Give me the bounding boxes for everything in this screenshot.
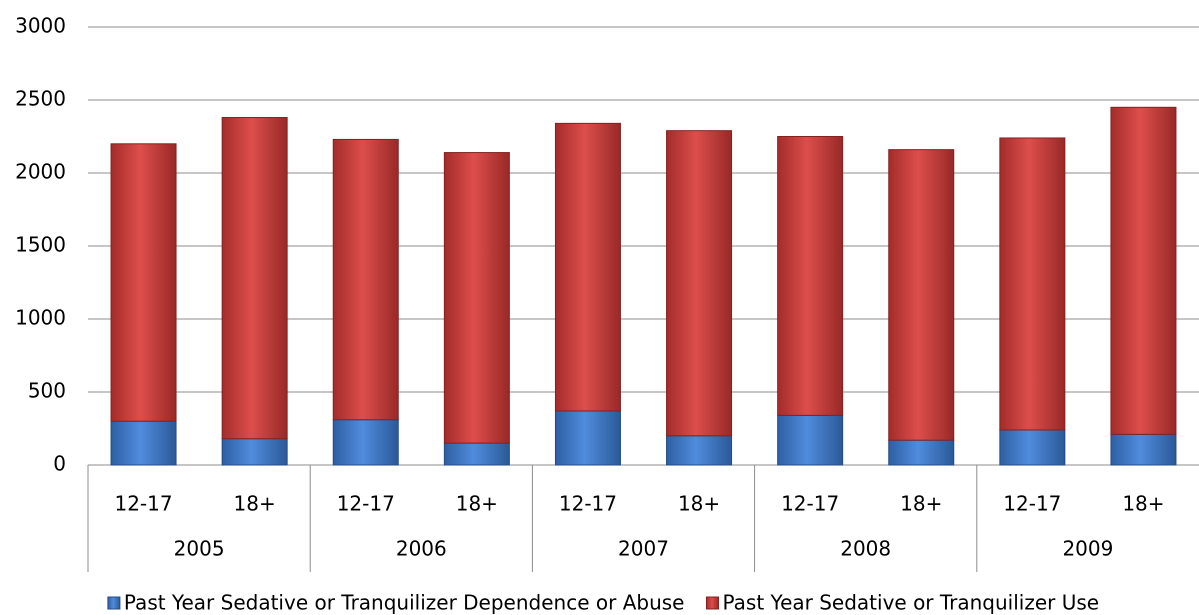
- group-label: 2008: [840, 537, 891, 561]
- bar-segment: [443, 152, 510, 444]
- y-tick-label: 2000: [15, 160, 66, 184]
- bar-segment: [554, 410, 621, 466]
- y-tick-label: 0: [53, 452, 66, 476]
- x-tick-label: 18+: [678, 492, 720, 516]
- legend-swatch: [107, 596, 121, 610]
- bar-segment: [443, 442, 510, 466]
- bar-segment: [999, 429, 1066, 466]
- bar-segment: [888, 439, 955, 466]
- bar-segment: [1110, 433, 1177, 466]
- x-tick-label: 18+: [900, 492, 942, 516]
- y-tick-label: 3000: [15, 14, 66, 38]
- x-tick-label: 12-17: [114, 492, 172, 516]
- group-label: 2006: [396, 537, 447, 561]
- bar-segment: [666, 130, 733, 437]
- bar-segment: [221, 117, 288, 440]
- x-tick-label: 12-17: [337, 492, 395, 516]
- x-tick-label: 12-17: [559, 492, 617, 516]
- bar-segment: [777, 136, 844, 416]
- bar-segment: [999, 137, 1066, 431]
- bar-segment: [332, 419, 399, 466]
- x-tick-label: 18+: [1122, 492, 1164, 516]
- legend-swatch: [705, 596, 719, 610]
- legend-label: Past Year Sedative or Tranquilizer Depen…: [124, 591, 685, 615]
- bar-segment: [666, 435, 733, 466]
- bar-segment: [221, 438, 288, 466]
- y-tick-label: 500: [28, 379, 66, 403]
- bar-segment: [110, 143, 177, 422]
- bar-segment: [888, 149, 955, 441]
- x-tick-label: 18+: [234, 492, 276, 516]
- x-tick-label: 12-17: [1003, 492, 1061, 516]
- group-label: 2005: [174, 537, 225, 561]
- x-tick-label: 12-17: [781, 492, 839, 516]
- bar-segment: [332, 138, 399, 421]
- group-label: 2009: [1062, 537, 1113, 561]
- legend: Past Year Sedative or Tranquilizer Depen…: [107, 591, 1099, 615]
- legend-label: Past Year Sedative or Tranquilizer Use: [722, 591, 1099, 615]
- bar-segment: [110, 420, 177, 466]
- y-tick-label: 1500: [15, 233, 66, 257]
- x-tick-label: 18+: [456, 492, 498, 516]
- y-tick-label: 1000: [15, 306, 66, 330]
- y-tick-label: 2500: [15, 87, 66, 111]
- bar-segment: [777, 414, 844, 466]
- bar-segment: [554, 122, 621, 412]
- bar-segment: [1110, 106, 1177, 435]
- group-label: 2007: [618, 537, 669, 561]
